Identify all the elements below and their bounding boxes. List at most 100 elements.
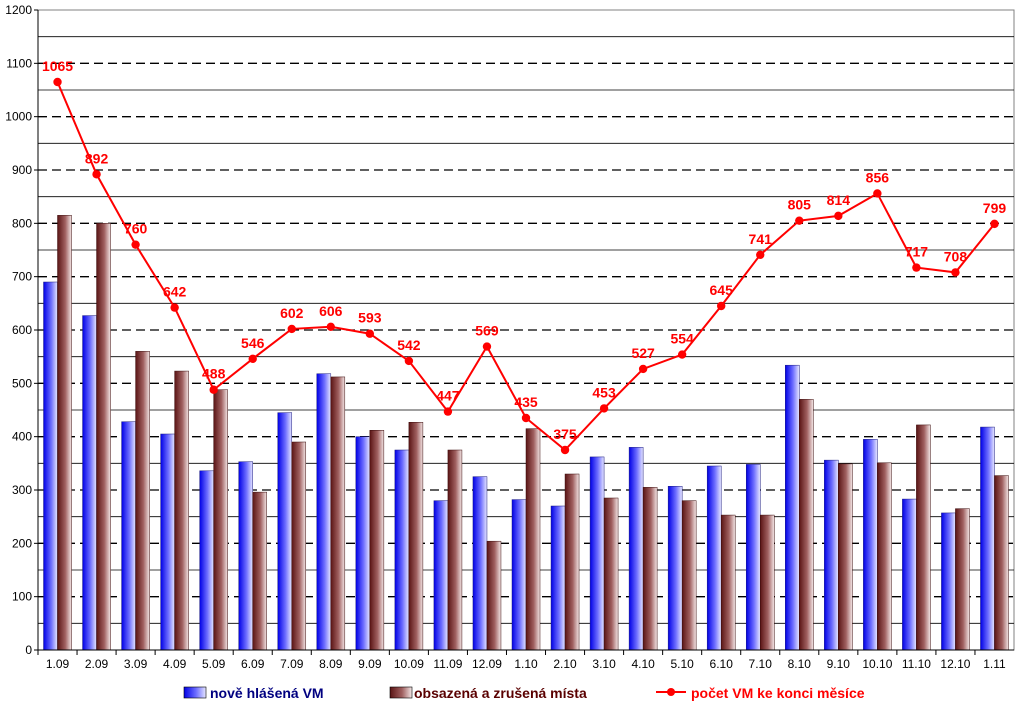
y-tick-label: 200 <box>12 536 32 550</box>
data-label-count-vm: 554 <box>670 331 694 347</box>
bar-new-vm <box>550 505 566 651</box>
data-label-count-vm: 375 <box>553 426 577 442</box>
x-tick-label: 8.09 <box>319 657 343 671</box>
bar-new-vm <box>589 456 605 651</box>
bar-filled-cancelled <box>681 500 697 651</box>
point-count-vm <box>482 342 492 351</box>
bar-filled-cancelled <box>213 389 228 651</box>
point-count-vm <box>599 404 609 413</box>
bar-new-vm <box>43 281 58 651</box>
legend-label-filled: obsazená a zrušená místa <box>414 685 587 701</box>
legend-swatch-filled <box>389 686 413 699</box>
x-tick-label: 4.10 <box>631 657 655 671</box>
x-tick-label: 2.09 <box>85 657 109 671</box>
bar-new-vm <box>824 459 839 651</box>
bar-new-vm <box>316 373 332 651</box>
bar-filled-cancelled <box>447 449 463 651</box>
data-label-count-vm: 708 <box>944 248 968 264</box>
point-count-vm <box>912 263 921 272</box>
bar-new-vm <box>745 464 761 651</box>
data-label-count-vm: 741 <box>749 231 773 247</box>
data-label-count-vm: 856 <box>866 169 890 185</box>
bar-filled-cancelled <box>642 487 658 651</box>
y-tick-label: 600 <box>12 323 32 337</box>
line-series <box>53 77 999 455</box>
x-tick-label: 9.10 <box>827 657 851 671</box>
bar-filled-cancelled <box>291 441 307 651</box>
point-count-vm <box>365 329 375 338</box>
y-tick-label: 900 <box>12 163 32 177</box>
data-label-count-vm: 892 <box>85 150 109 166</box>
bar-filled-cancelled <box>838 463 853 651</box>
point-count-vm <box>92 170 101 179</box>
bar-new-vm <box>238 461 253 651</box>
x-tick-label: 6.09 <box>241 657 265 671</box>
x-tick-label: 9.09 <box>358 657 382 671</box>
point-count-vm <box>209 385 218 394</box>
data-label-count-vm: 546 <box>241 335 265 351</box>
point-count-vm <box>834 211 843 221</box>
bar-filled-cancelled <box>994 475 1009 651</box>
y-tick-label: 1200 <box>5 3 32 17</box>
bar-new-vm <box>160 433 175 651</box>
bar-new-vm <box>902 498 917 651</box>
bar-new-vm <box>511 499 527 651</box>
point-count-vm <box>53 77 62 87</box>
point-count-vm <box>326 322 335 331</box>
point-count-vm <box>131 240 140 249</box>
bar-filled-cancelled <box>525 428 541 651</box>
data-labels: 1065 892 760 642 488 546 602 606 593 542 447 569 435… <box>42 58 1006 442</box>
x-tick-label: 1.11 <box>983 657 1006 671</box>
legend-label-new: nově hlášená VM <box>210 685 324 701</box>
point-count-vm <box>873 189 882 198</box>
bar-filled-cancelled <box>564 473 580 651</box>
x-tick-label: 5.10 <box>670 657 694 671</box>
data-label-count-vm: 593 <box>358 310 382 326</box>
y-tick-label: 500 <box>12 376 32 390</box>
y-tick-label: 700 <box>12 270 32 284</box>
bar-filled-cancelled <box>369 430 385 651</box>
bar-filled-cancelled <box>603 497 619 651</box>
data-label-count-vm: 542 <box>397 337 421 353</box>
x-tick-label: 8.10 <box>788 657 812 671</box>
bar-new-vm <box>667 486 683 651</box>
bar-new-vm <box>121 421 136 651</box>
x-tick-label: 3.09 <box>124 657 148 671</box>
data-label-count-vm: 602 <box>280 305 304 321</box>
point-count-vm <box>248 354 257 363</box>
y-tick-label: 400 <box>12 430 32 444</box>
point-count-vm <box>404 356 414 366</box>
y-tick-label: 100 <box>12 590 32 604</box>
bar-filled-cancelled <box>408 422 424 651</box>
point-count-vm <box>717 301 726 311</box>
point-count-vm <box>170 303 179 312</box>
y-tick-label: 0 <box>25 643 32 657</box>
x-tick-label: 12.09 <box>472 657 502 671</box>
legend-swatch-new <box>183 686 207 699</box>
legend: nově hlášená VM obsazená a zrušená místa… <box>183 685 865 701</box>
data-label-count-vm: 814 <box>827 192 851 208</box>
x-tick-label: 10.09 <box>394 657 424 671</box>
x-tick-label: 11.09 <box>433 657 462 671</box>
bar-new-vm <box>980 426 995 651</box>
bars <box>43 215 1009 651</box>
data-label-count-vm: 435 <box>514 394 538 410</box>
data-label-count-vm: 447 <box>436 388 460 404</box>
x-tick-label: 5.09 <box>202 657 226 671</box>
x-tick-label: 1.10 <box>514 657 538 671</box>
bar-filled-cancelled <box>720 514 736 651</box>
data-label-count-vm: 799 <box>983 200 1007 216</box>
x-tick-label: 2.10 <box>553 657 577 671</box>
bar-new-vm <box>82 315 97 651</box>
axes: 0 100 200 300 400 500 600 700 800 900 1000 1100 1200… <box>5 3 1014 671</box>
bar-new-vm <box>628 447 644 651</box>
x-tick-label: 12.10 <box>940 657 970 671</box>
x-tick-label: 4.09 <box>163 657 187 671</box>
bar-new-vm <box>433 500 449 651</box>
bar-filled-cancelled <box>96 223 111 651</box>
data-label-count-vm: 488 <box>202 366 226 382</box>
x-tick-label: 1.09 <box>46 657 70 671</box>
bar-filled-cancelled <box>955 508 970 651</box>
x-tick-label: 7.10 <box>749 657 773 671</box>
